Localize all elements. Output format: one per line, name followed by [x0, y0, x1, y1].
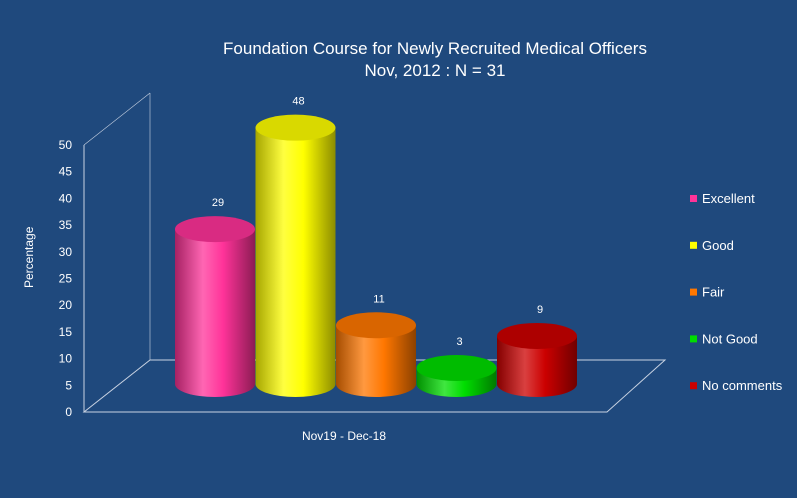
- bar-no-comments: [497, 322, 577, 397]
- y-tick-label: 25: [59, 272, 73, 286]
- legend-swatch: [690, 195, 697, 202]
- y-tick-label: 15: [59, 325, 73, 339]
- legend-swatch: [690, 241, 697, 249]
- legend-swatch: [690, 288, 697, 296]
- y-tick-label: 50: [59, 138, 73, 152]
- legend-label: No comments: [702, 378, 783, 393]
- y-tick-label: 40: [59, 191, 73, 205]
- legend-swatch: [690, 382, 697, 390]
- y-tick-label: 0: [65, 405, 72, 419]
- data-label: 48: [292, 96, 304, 108]
- y-tick-label: 45: [59, 165, 73, 179]
- bar-not-good: [416, 354, 497, 398]
- y-tick-label: 5: [65, 378, 72, 392]
- legend-swatch: [690, 335, 697, 343]
- x-tick-label: Nov19 - Dec-18: [302, 429, 386, 443]
- data-label: 29: [212, 197, 224, 209]
- bar-good: [255, 114, 336, 397]
- bar-top: [497, 322, 577, 349]
- axes: 0 5 10 15 20 25 30 35 40 45 50: [59, 92, 667, 419]
- floor-plane: [82, 359, 667, 413]
- legend-label: Good: [702, 238, 734, 253]
- bar-top: [175, 216, 255, 243]
- bar-body: [175, 229, 255, 397]
- legend-label: Not Good: [702, 331, 758, 346]
- y-tick-label: 10: [59, 352, 73, 366]
- legend-item: Fair: [690, 285, 725, 300]
- bar-top: [336, 312, 416, 339]
- legend: Excellent Good Fair Not Good No comments: [690, 191, 783, 393]
- legend-label: Excellent: [702, 191, 755, 206]
- wall-edge: [83, 92, 151, 146]
- bar-body: [255, 127, 336, 397]
- bar-top: [255, 114, 336, 141]
- bar-fair: [336, 312, 416, 397]
- bar-excellent: [175, 216, 255, 397]
- data-label: 3: [456, 336, 462, 348]
- legend-item: Not Good: [690, 331, 758, 346]
- bar-group: 29 48 11 3 9: [175, 96, 577, 398]
- data-label: 11: [373, 293, 384, 305]
- chart-subtitle: Nov, 2012 : N = 31: [365, 61, 506, 80]
- y-axis-label: Percentage: [22, 226, 36, 288]
- legend-item: No comments: [690, 378, 783, 393]
- bar-body: [336, 325, 416, 397]
- chart-title: Foundation Course for Newly Recruited Me…: [223, 39, 647, 58]
- legend-item: Good: [690, 238, 734, 253]
- y-tick-label: 35: [59, 218, 73, 232]
- legend-label: Fair: [702, 285, 725, 300]
- y-tick-label: 20: [59, 298, 73, 312]
- bar-body: [497, 335, 577, 397]
- data-label: 9: [537, 304, 543, 316]
- y-tick-label: 30: [59, 245, 73, 259]
- bar-top: [416, 354, 497, 381]
- legend-item: Excellent: [690, 191, 755, 206]
